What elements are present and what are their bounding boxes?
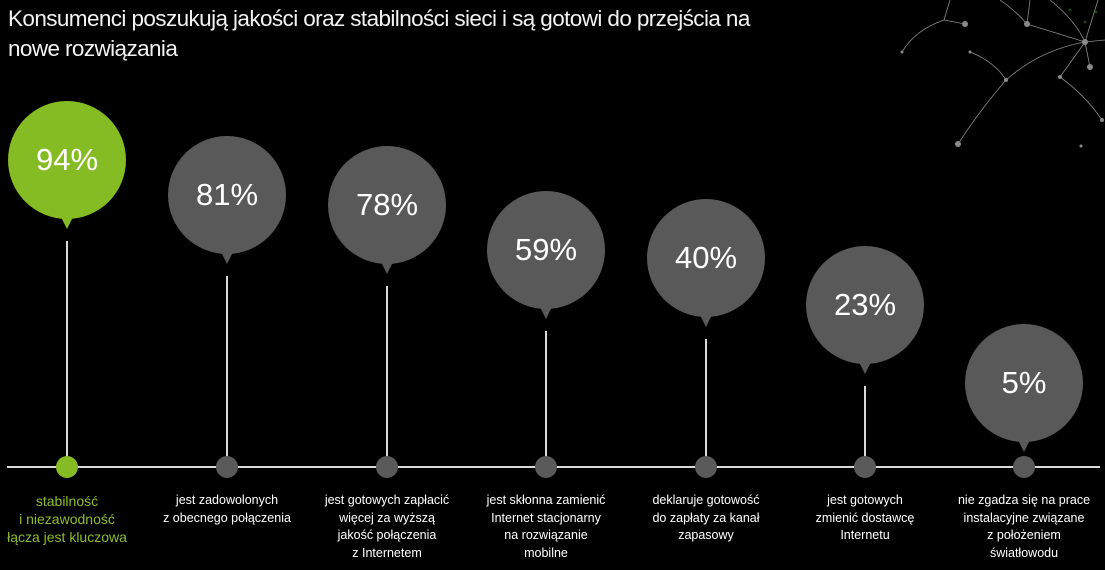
item-label-line: zmienić dostawcę bbox=[815, 510, 915, 525]
item-label: nie zgadza się na prace instalacyjne zwią… bbox=[946, 492, 1102, 562]
item-label: jest zadowolonych z obecnego połączenia bbox=[149, 492, 305, 527]
item-label: deklaruje gotowość do zapłaty za kanał zap… bbox=[628, 492, 784, 545]
timeline-dot bbox=[535, 456, 557, 478]
value-bubble: 5% bbox=[965, 324, 1083, 442]
marker-stem bbox=[545, 331, 547, 458]
item-label-line: jest skłonna zamienić bbox=[486, 493, 606, 507]
timeline-dot bbox=[56, 456, 78, 478]
item-label: jest skłonna zamienić Internet stacjonarn… bbox=[468, 492, 624, 562]
value-bubble: 23% bbox=[806, 246, 924, 364]
value-bubble: 59% bbox=[487, 191, 605, 309]
item-label-line: jakość połączenia bbox=[337, 528, 437, 542]
timeline-dot bbox=[376, 456, 398, 478]
marker-stem bbox=[226, 276, 228, 458]
item-label-line: z Internetem bbox=[352, 545, 422, 560]
network-decoration-icon bbox=[900, 0, 1105, 148]
item-label-line: łącza jest kluczowa bbox=[7, 529, 127, 545]
item-label-line: instalacyjne związane bbox=[963, 510, 1085, 525]
value-bubble: 40% bbox=[647, 199, 765, 317]
item-label-line: jest zadowolonych bbox=[175, 493, 279, 507]
item-label-line: z obecnego połączenia bbox=[163, 510, 291, 525]
item-label-line: i niezawodność bbox=[19, 511, 115, 527]
item-label: stabilność i niezawodność łącza jest klucz… bbox=[0, 492, 145, 546]
marker-stem bbox=[66, 241, 68, 458]
timeline-dot bbox=[216, 456, 238, 478]
value-bubble: 94% bbox=[8, 101, 126, 219]
value-bubble: 78% bbox=[328, 146, 446, 264]
item-label-line: światłowodu bbox=[989, 545, 1059, 560]
value-bubble: 81% bbox=[168, 136, 286, 254]
item-label: jest gotowych zmienić dostawcę Internetu bbox=[787, 492, 943, 545]
item-label: jest gotowych zapłacić więcej za wyższą ja… bbox=[309, 492, 465, 562]
item-label-line: więcej za wyższą bbox=[339, 510, 435, 525]
item-label-line: z położeniem bbox=[987, 528, 1061, 542]
item-label-line: zapasowy bbox=[678, 528, 734, 542]
item-label-line: do zapłaty za kanał bbox=[652, 510, 760, 525]
page-title: Konsumenci poszukują jakości oraz stabil… bbox=[8, 6, 750, 61]
item-label-line: jest gotowych bbox=[827, 493, 903, 507]
timeline-dot bbox=[1013, 456, 1035, 478]
item-label-line: Internetu bbox=[840, 528, 890, 542]
item-label-line: deklaruje gotowość bbox=[652, 493, 760, 507]
timeline-dot bbox=[695, 456, 717, 478]
item-label-line: Internet stacjonarny bbox=[491, 510, 601, 525]
item-label-line: na rozwiązanie bbox=[504, 528, 588, 542]
item-label-line: mobilne bbox=[524, 545, 568, 560]
item-label-line: nie zgadza się na prace bbox=[957, 493, 1091, 507]
item-label-line: stabilność bbox=[35, 493, 99, 509]
timeline-dot bbox=[854, 456, 876, 478]
item-label-line: jest gotowych zapłacić bbox=[324, 493, 450, 507]
marker-stem bbox=[705, 339, 707, 458]
marker-stem bbox=[864, 386, 866, 458]
marker-stem bbox=[386, 286, 388, 458]
